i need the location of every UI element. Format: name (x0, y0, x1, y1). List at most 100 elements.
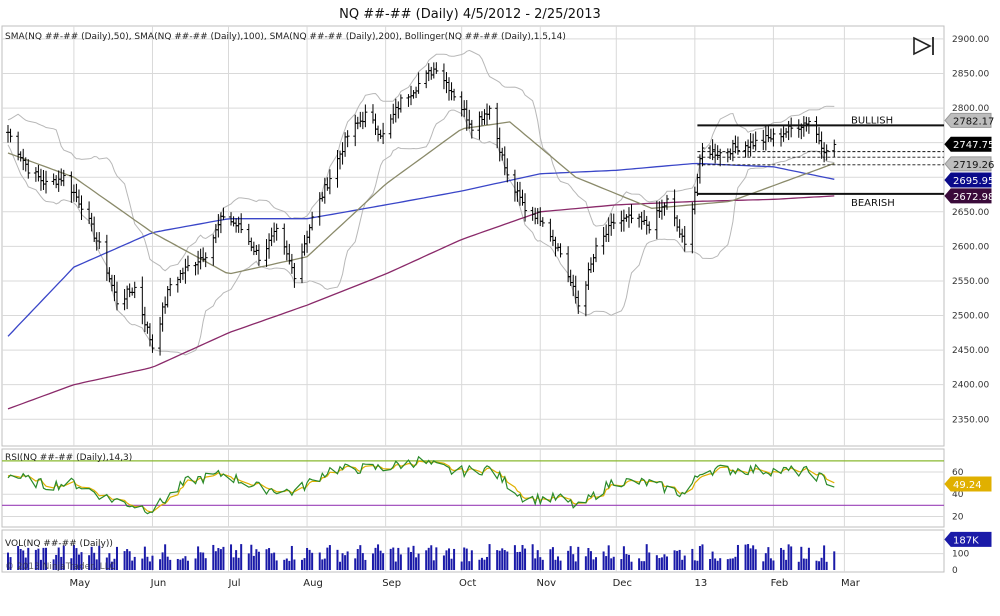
bollinger-upper (7, 49, 835, 272)
price-markers: 2782.17 2747.75 2719.26 2695.95 2672.98 (944, 112, 994, 204)
volume-bar (110, 561, 113, 570)
price-marker-label: 2672.98 (953, 192, 994, 203)
volume-bar (820, 557, 823, 570)
volume-bar (825, 561, 828, 570)
volume-bar (318, 552, 321, 570)
volume-bar (199, 552, 202, 570)
volume-bar (620, 559, 623, 570)
volume-bar (658, 558, 661, 570)
volume-bar (460, 561, 463, 570)
volume-bar (39, 559, 42, 570)
volume-bar (541, 559, 544, 570)
price-bar (647, 221, 652, 234)
volume-bar (212, 544, 215, 570)
volume-bar (164, 544, 167, 570)
volume-bar (394, 561, 397, 570)
volume-bar (622, 546, 625, 570)
volume-bar (501, 548, 504, 570)
volume-bar (625, 554, 628, 570)
volume-marker-label: 187K (953, 535, 979, 546)
volume-bar (184, 556, 187, 570)
volume-bar (293, 559, 296, 570)
volume-bar (534, 558, 537, 570)
volume-bar (77, 554, 80, 570)
volume-bar (22, 550, 25, 570)
volume-bar (412, 545, 415, 570)
volume-bar (105, 557, 108, 570)
volume-bar (772, 560, 775, 570)
price-tick-label: 2350.00 (952, 415, 989, 425)
time-tick-label: Jul (227, 578, 240, 589)
volume-bar (486, 556, 489, 570)
volume-bar (415, 557, 418, 570)
volume-bar (27, 547, 30, 570)
volume-bar (214, 551, 217, 570)
price-marker-tag (944, 172, 992, 188)
volume-bar (752, 545, 755, 570)
volume-bar (645, 544, 648, 570)
volume-bar (463, 547, 466, 570)
volume-bar (643, 561, 646, 570)
volume-bar (219, 549, 222, 570)
volume-bar (341, 553, 344, 570)
volume-bar (123, 551, 126, 570)
volume-bar (252, 555, 255, 570)
price-marker: 2747.75 (944, 136, 994, 152)
sma-200-line (7, 195, 835, 410)
price-marker-tag (944, 136, 992, 152)
volume-bar (374, 547, 377, 570)
volume-bar (780, 547, 783, 570)
volume-bar (339, 561, 342, 570)
volume-bar (237, 557, 240, 570)
volume-bar (283, 559, 286, 570)
volume-bar (141, 558, 144, 570)
volume-bar (506, 551, 509, 570)
volume-bar (88, 555, 91, 570)
price-bar (203, 252, 208, 268)
price-tick-label: 2650.00 (952, 208, 989, 218)
volume-bar (75, 548, 78, 570)
volume-bar (673, 550, 676, 570)
price-tick-label: 2550.00 (952, 277, 989, 287)
volume-marker-tag (944, 531, 992, 547)
time-tick-label: Jun (150, 578, 167, 589)
volume-bar (551, 547, 554, 570)
chart-title: NQ ##-## (Daily) 4/5/2012 - 2/25/2013 (339, 7, 601, 22)
volume-bar (290, 545, 293, 570)
price-bar (185, 255, 190, 272)
volume-bar (169, 559, 172, 570)
rsi-grid (2, 471, 944, 517)
volume-bar (638, 558, 641, 570)
price-tick-label: 2850.00 (952, 69, 989, 79)
volume-bar (531, 544, 534, 570)
volume-bar (197, 546, 200, 570)
volume-bar (574, 561, 577, 570)
volume-bar (516, 552, 519, 570)
price-bar (168, 277, 173, 297)
volume-bar (93, 552, 96, 570)
volume-bar (815, 560, 818, 570)
volume-bar (577, 546, 580, 570)
volume-bar (131, 560, 134, 570)
volume-bar (607, 545, 610, 570)
volume-bar (754, 549, 757, 570)
bollinger-bands (7, 49, 835, 356)
scroll-to-end-icon[interactable] (913, 36, 934, 56)
volume-bar (665, 556, 668, 570)
volume-bar (681, 559, 684, 570)
price-bar (629, 204, 634, 224)
volume-bar (80, 552, 83, 570)
price-bar (363, 104, 368, 128)
volume-bar (701, 544, 704, 570)
time-tick-label: Mar (841, 578, 861, 589)
volume-bar (483, 559, 486, 570)
volume-bar (240, 544, 243, 570)
volume-bar (186, 560, 189, 570)
volume-bar (445, 550, 448, 570)
volume-bar (554, 559, 557, 570)
volume-bar (432, 560, 435, 570)
time-tick-label: Nov (536, 578, 556, 589)
volume-bar (176, 558, 179, 570)
volume-bar (143, 546, 146, 570)
